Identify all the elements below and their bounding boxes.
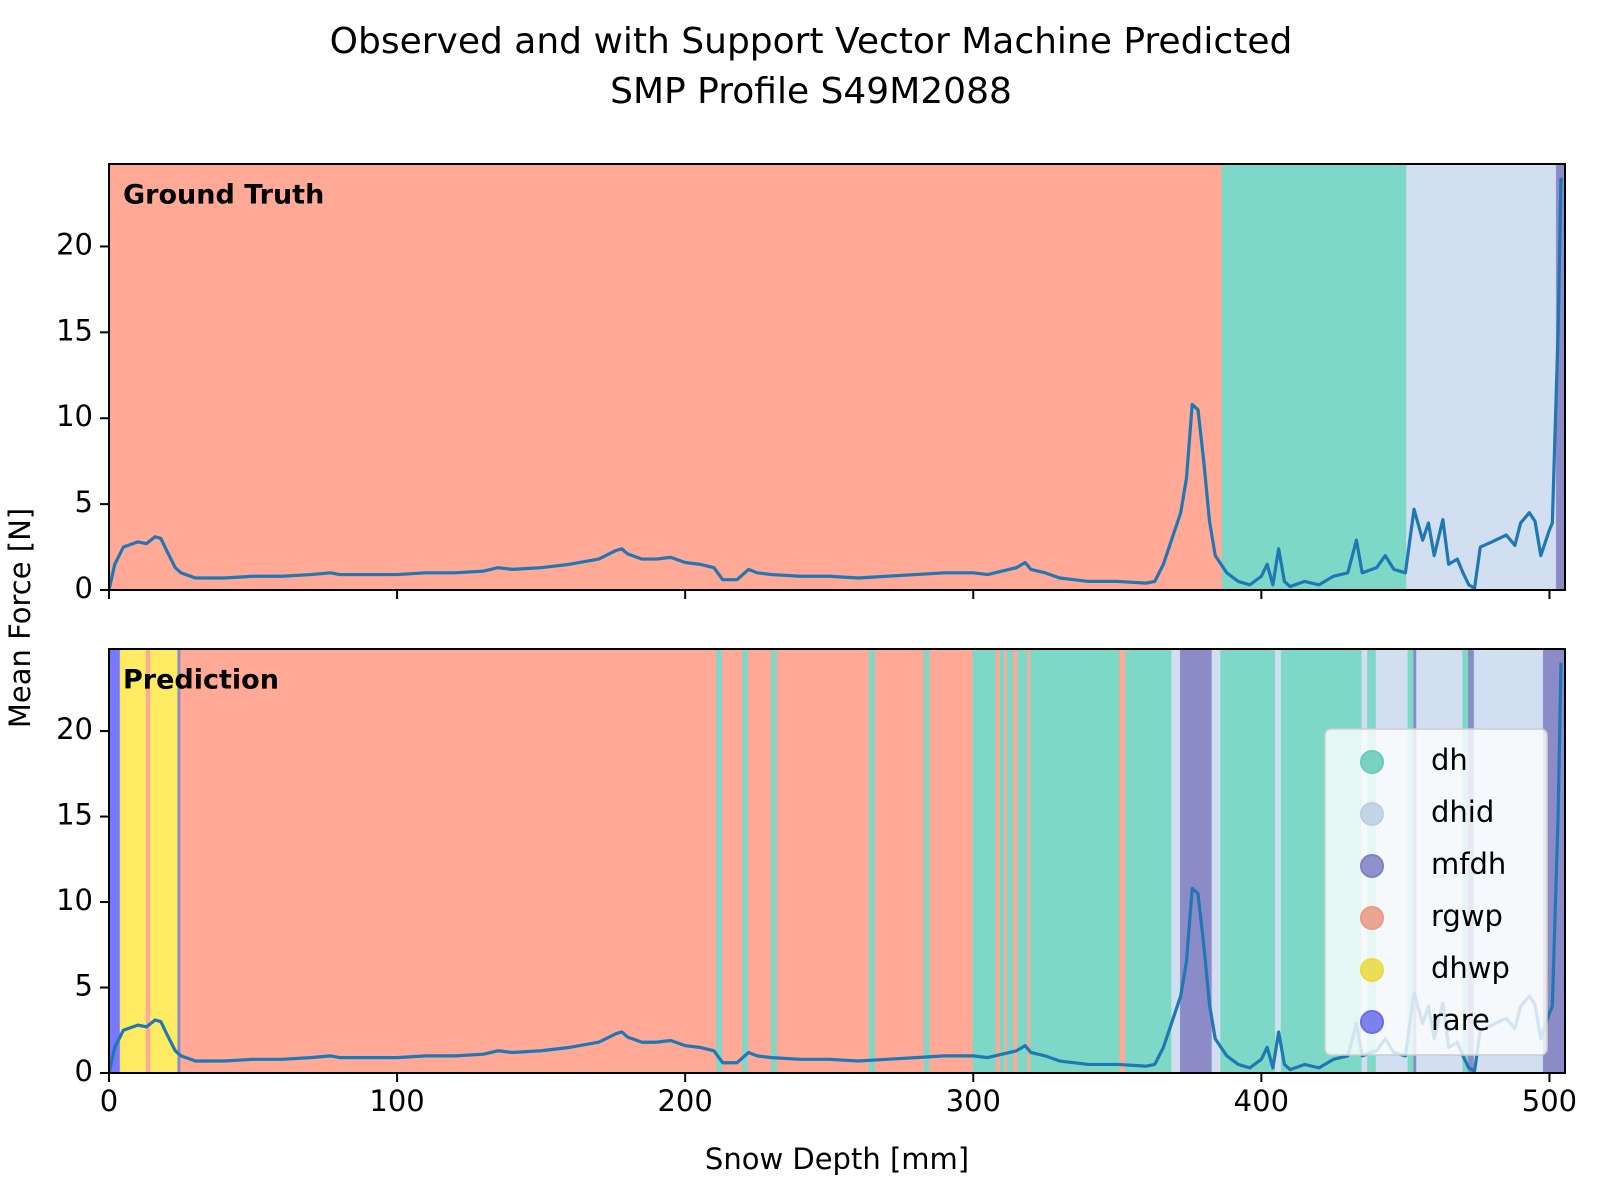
legend-marker: [1360, 750, 1384, 774]
class-span: [770, 649, 779, 1073]
class-span: [868, 649, 877, 1073]
class-span: [1179, 649, 1214, 1073]
x-tick-label: 500: [1522, 1084, 1577, 1118]
legend-label: dhwp: [1431, 951, 1510, 985]
x-tick-label: 200: [657, 1084, 712, 1118]
x-axis-label: Snow Depth [mm]: [705, 1142, 969, 1176]
legend-marker: [1360, 802, 1384, 826]
class-span: [109, 164, 1224, 590]
y-axis-label: Mean Force [N]: [3, 508, 37, 728]
y-tick-label: 20: [56, 227, 93, 261]
class-span: [119, 649, 148, 1073]
class-span: [1007, 649, 1015, 1073]
y-tick-label: 15: [56, 798, 93, 832]
class-span: [1030, 649, 1121, 1073]
legend-label: dhid: [1431, 795, 1494, 829]
axes-frame: [108, 163, 1566, 591]
legend-marker: [1360, 854, 1384, 878]
x-tick-label: 0: [100, 1084, 118, 1118]
legend-marker: [1360, 1010, 1384, 1034]
class-span: [929, 649, 975, 1073]
class-span: [1125, 649, 1173, 1073]
class-span: [1211, 649, 1222, 1073]
plot-area: [109, 164, 1565, 590]
class-span: [109, 649, 122, 1073]
class-span: [180, 649, 718, 1073]
y-tick-label: 10: [56, 883, 93, 917]
y-tick-label: 15: [56, 313, 93, 347]
legend-marker: [1360, 906, 1384, 930]
legend-label: rgwp: [1431, 899, 1503, 933]
class-span: [1017, 649, 1029, 1073]
chart-subtitle: SMP Profile S49M2088: [610, 71, 1012, 112]
y-tick-label: 5: [75, 969, 93, 1003]
panel-label: Ground Truth: [123, 180, 324, 211]
y-tick-label: 20: [56, 712, 93, 746]
class-span: [1221, 164, 1408, 590]
class-span: [716, 649, 724, 1073]
class-span: [923, 649, 931, 1073]
y-tick-label: 0: [75, 1054, 93, 1088]
y-tick-label: 10: [56, 399, 93, 433]
x-tick-label: 400: [1234, 1084, 1289, 1118]
y-tick-label: 0: [75, 571, 93, 605]
class-span: [1220, 649, 1277, 1073]
legend-label: dh: [1431, 743, 1468, 777]
panel-label: Prediction: [123, 665, 279, 696]
x-tick-label: 100: [369, 1084, 424, 1118]
legend-label: mfdh: [1431, 847, 1506, 881]
x-tick-label: 300: [946, 1084, 1001, 1118]
legend-marker: [1360, 958, 1384, 982]
force-line: [109, 177, 1563, 590]
class-span: [721, 649, 744, 1073]
class-span: [150, 649, 179, 1073]
class-span: [776, 649, 871, 1073]
class-span: [874, 649, 926, 1073]
y-tick-label: 5: [75, 485, 93, 519]
class-span: [972, 649, 998, 1073]
chart-title: Observed and with Support Vector Machine…: [330, 21, 1293, 62]
legend-label: rare: [1431, 1003, 1490, 1037]
axes-frame: [108, 648, 1566, 1074]
plot-area: [109, 649, 1565, 1073]
class-span: [742, 649, 750, 1073]
class-span: [747, 649, 773, 1073]
class-span: [1275, 649, 1283, 1073]
class-span: [1119, 649, 1127, 1073]
